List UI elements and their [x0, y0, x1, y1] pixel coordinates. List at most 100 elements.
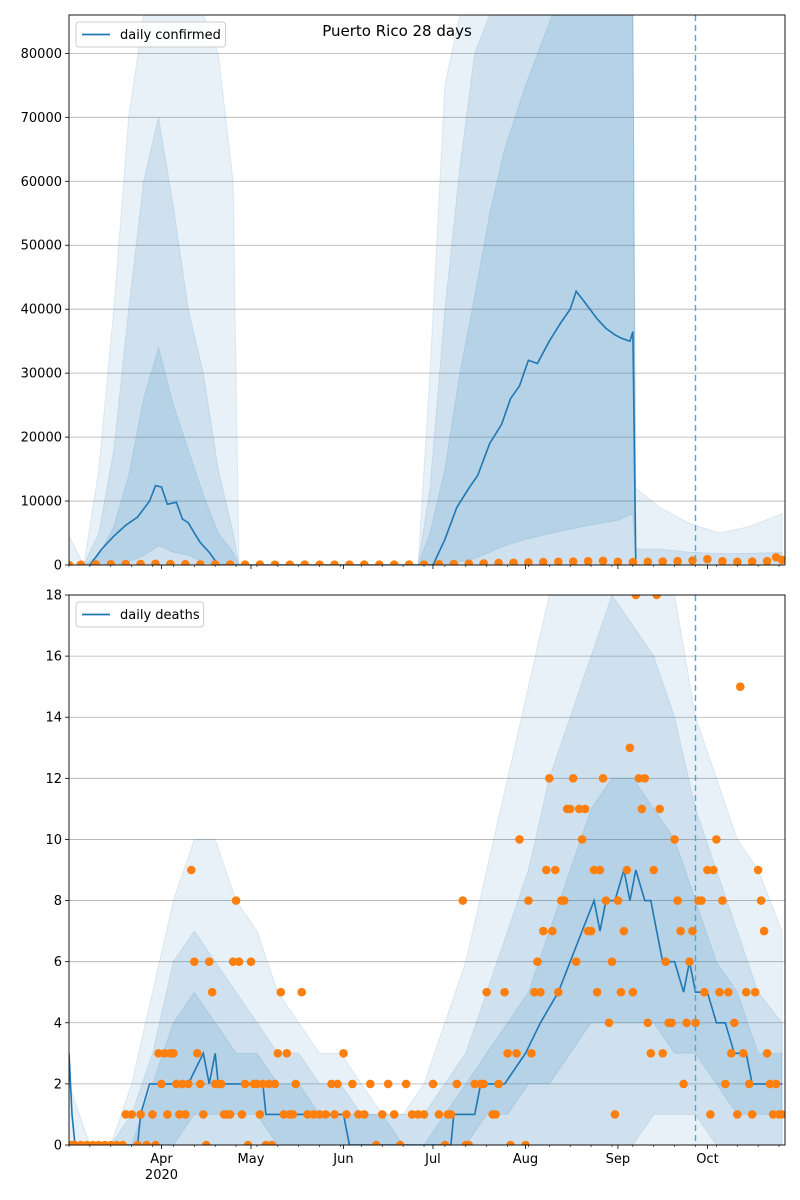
data-point	[449, 559, 459, 565]
data-point	[577, 835, 587, 844]
data-point	[661, 957, 670, 966]
data-point	[360, 1110, 369, 1119]
data-point	[267, 1140, 277, 1145]
data-point	[401, 1079, 411, 1089]
data-point	[765, 1079, 775, 1089]
x-tick-label: Aug	[513, 1152, 538, 1167]
data-point	[199, 1110, 208, 1119]
data-point	[231, 896, 241, 905]
data-point	[759, 926, 769, 936]
data-point	[136, 1110, 145, 1119]
data-point	[565, 804, 575, 814]
data-point	[649, 865, 658, 875]
data-point	[703, 865, 712, 875]
data-point	[464, 1140, 474, 1145]
data-point	[458, 896, 468, 905]
data-point	[625, 743, 635, 753]
data-point	[738, 1049, 748, 1058]
data-point	[187, 865, 196, 875]
y-tick-label: 10	[45, 833, 62, 848]
figure-title: Puerto Rico 28 days	[322, 22, 472, 40]
x-tick-label: May	[238, 1152, 265, 1167]
data-point	[106, 559, 116, 565]
data-point	[196, 1079, 205, 1089]
y-tick-label: 70000	[21, 111, 62, 126]
y-tick-label: 14	[45, 711, 62, 726]
data-point	[554, 557, 563, 565]
data-point	[524, 558, 533, 565]
band-outer	[69, 595, 783, 1145]
data-point	[586, 926, 596, 936]
data-point	[330, 1110, 339, 1119]
data-point	[327, 1079, 336, 1089]
data-point	[76, 560, 86, 565]
data-point	[747, 1110, 757, 1119]
data-point	[297, 987, 307, 997]
data-point	[151, 1140, 160, 1145]
data-point	[637, 804, 647, 814]
data-point	[333, 1079, 342, 1089]
data-point	[655, 804, 664, 814]
data-point	[741, 987, 751, 997]
data-point	[640, 774, 650, 783]
data-point	[503, 1049, 512, 1058]
data-point	[464, 559, 474, 565]
data-point	[303, 1110, 313, 1119]
data-point	[470, 1079, 480, 1089]
data-point	[580, 804, 590, 814]
data-point	[628, 987, 638, 997]
data-point	[181, 1110, 190, 1119]
data-point	[118, 1140, 127, 1145]
data-point	[255, 1110, 265, 1119]
data-point	[610, 1110, 620, 1119]
data-point	[163, 1110, 172, 1119]
data-point	[413, 1110, 423, 1119]
data-point	[509, 558, 518, 565]
data-point	[434, 559, 444, 565]
x-tick-label: Apr	[150, 1152, 173, 1167]
data-point	[667, 1018, 676, 1028]
data-point	[736, 682, 745, 691]
confirmed-plot: 0 10000 20000 30000 40000 50000 60000 70000 8000…	[21, 14, 786, 574]
data-point	[482, 987, 492, 997]
data-point	[619, 926, 629, 936]
data-point	[777, 555, 785, 565]
data-point	[592, 987, 602, 997]
data-point	[339, 1049, 348, 1058]
data-point	[568, 557, 578, 565]
data-point	[762, 556, 772, 565]
data-point	[548, 926, 557, 936]
x-tick-sublabel: 2020	[145, 1168, 178, 1183]
axes-frame	[68, 14, 786, 566]
data-point	[697, 896, 706, 905]
data-point	[446, 1110, 456, 1119]
data-point	[753, 865, 763, 875]
data-point	[524, 896, 533, 905]
data-point	[243, 1140, 253, 1145]
data-point	[252, 1079, 262, 1089]
data-point	[216, 1079, 226, 1089]
data-point	[366, 1079, 375, 1089]
y-tick-label: 60000	[21, 175, 62, 190]
data-point	[715, 987, 724, 997]
data-point	[679, 1079, 688, 1089]
data-point	[676, 926, 685, 936]
data-point	[378, 1110, 387, 1119]
legend: daily confirmed	[75, 21, 226, 48]
data-point	[136, 559, 145, 565]
data-point	[372, 1140, 381, 1145]
data-point	[419, 1110, 429, 1119]
axes-frame	[68, 594, 786, 1146]
data-point	[225, 1110, 235, 1119]
data-point	[321, 1110, 330, 1119]
data-point	[210, 560, 220, 565]
data-point	[744, 1079, 754, 1089]
observed-points	[69, 553, 785, 565]
data-point	[452, 1079, 462, 1089]
legend-label: daily confirmed	[120, 28, 221, 43]
data-point	[428, 1079, 438, 1089]
data-point	[175, 1110, 184, 1119]
data-point	[255, 560, 265, 565]
